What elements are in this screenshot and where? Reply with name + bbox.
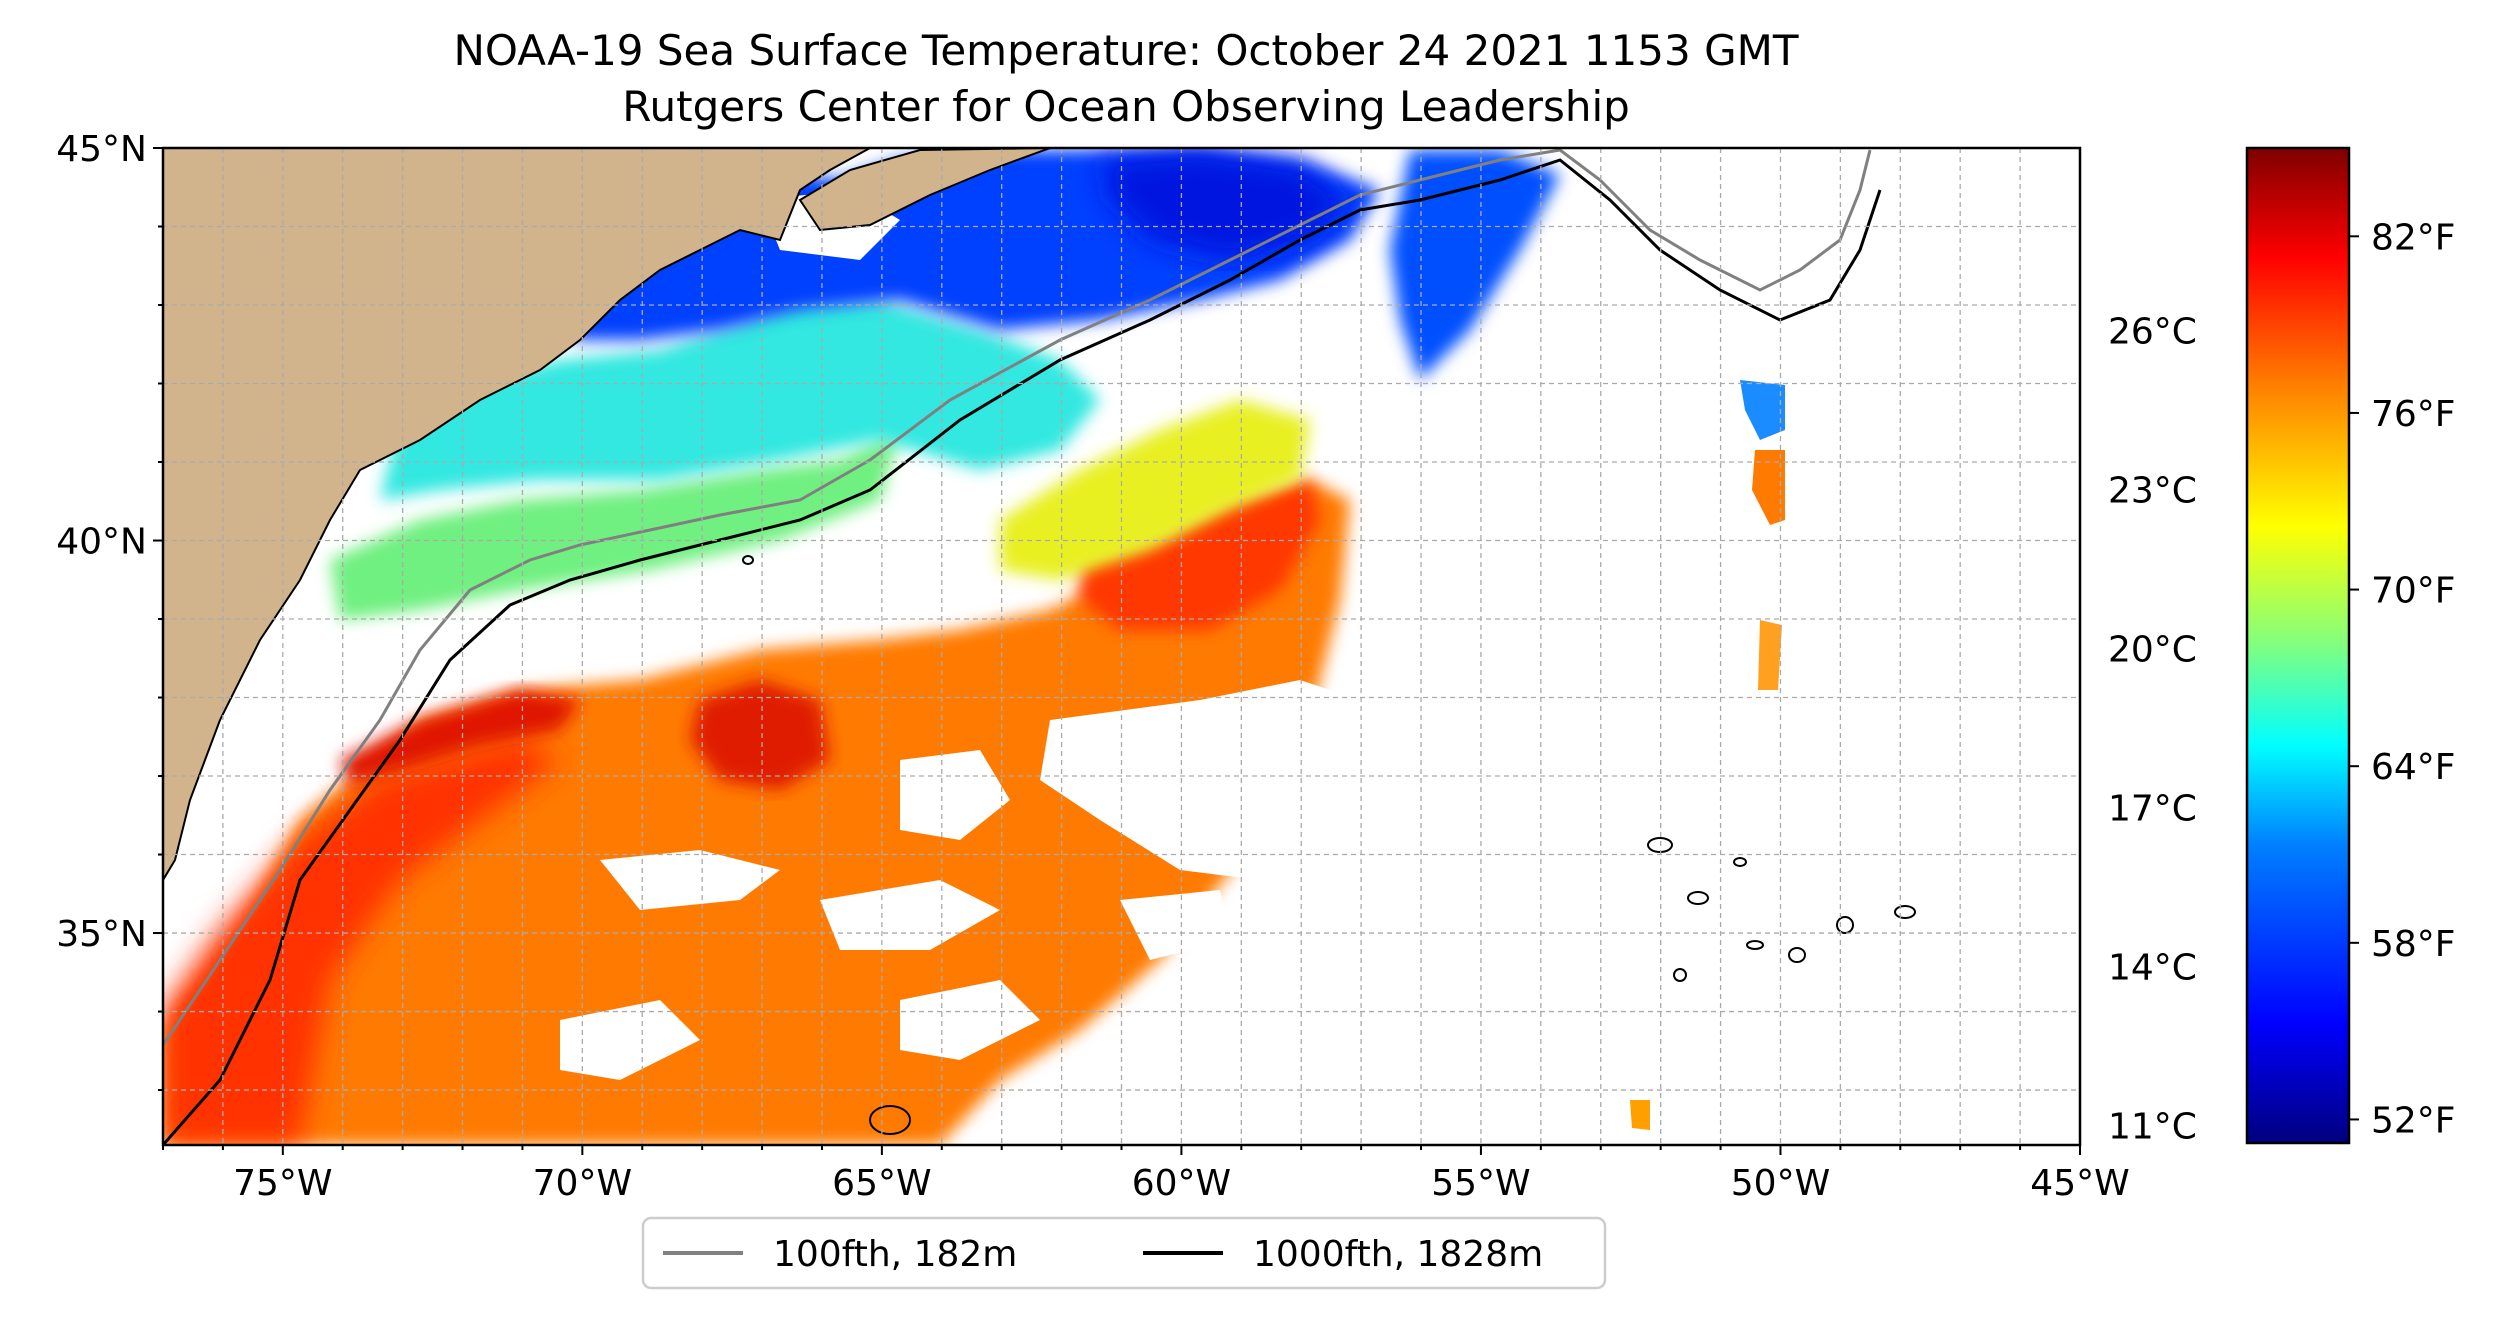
- sst-yellow-band: [1000, 400, 1310, 580]
- colorbar: [2245, 146, 2351, 1145]
- island: [1746, 940, 1764, 950]
- colorbar-f-label: 70°F: [2371, 571, 2456, 612]
- colorbar-c-label: 23°C: [2108, 470, 2197, 511]
- island: [1894, 905, 1916, 919]
- isobath-100fth: [163, 148, 1872, 1046]
- sst-red-eddy: [1080, 480, 1320, 630]
- cloud-gap: [1040, 680, 1360, 880]
- sst-east-patch-3: [1758, 620, 1782, 690]
- map-grid: [163, 148, 2080, 1145]
- cloud-gap: [1120, 890, 1230, 960]
- sst-red-patch: [690, 680, 830, 790]
- colorbar-f-label: 58°F: [2371, 924, 2456, 965]
- colorbar-celsius-axis: 26°C 23°C 20°C 17°C 14°C 11°C: [2108, 312, 2197, 1148]
- legend: 100fth, 182m 1000fth, 1828m: [641, 1216, 1607, 1290]
- colorbar-f-label: 52°F: [2371, 1100, 2456, 1141]
- cloud-mask: [420, 190, 1360, 1080]
- island: [1687, 891, 1709, 905]
- map-plot-area: [163, 148, 2080, 1145]
- x-tick-label: 55°W: [1431, 1163, 1530, 1204]
- sst-green-coast: [330, 430, 900, 620]
- colorbar-c-label: 26°C: [2108, 312, 2197, 353]
- sst-red-band: [340, 690, 580, 785]
- island: [1673, 968, 1687, 982]
- y-tick-label: 35°N: [56, 914, 147, 955]
- x-tick-label: 70°W: [533, 1163, 632, 1204]
- sst-east-patch-1: [1740, 380, 1785, 440]
- cloud-gap: [600, 850, 780, 910]
- islands: [742, 555, 1916, 1135]
- colorbar-f-label: 64°F: [2371, 747, 2456, 788]
- colorbar-c-label: 14°C: [2108, 947, 2197, 988]
- island: [1836, 916, 1854, 934]
- land-north-america: [163, 148, 871, 882]
- island: [1788, 947, 1806, 963]
- cloud-gap: [560, 1000, 700, 1080]
- map-subtitle: Rutgers Center for Ocean Observing Leade…: [622, 82, 1630, 131]
- cloud-gap: [420, 610, 620, 670]
- sst-warm-region: [163, 480, 1350, 1145]
- island: [1733, 857, 1747, 867]
- x-tick-label: 45°W: [2030, 1163, 2129, 1204]
- island: [742, 555, 754, 565]
- sst-cold-northeast: [1390, 150, 1560, 380]
- x-tick-label: 75°W: [233, 1163, 332, 1204]
- y-tick-label: 40°N: [56, 522, 147, 563]
- x-tick-label: 50°W: [1731, 1163, 1830, 1204]
- sst-east-patch-2: [1752, 450, 1785, 525]
- latitude-axis: 45°N 40°N 35°N: [56, 129, 163, 1092]
- cloud-gap: [900, 750, 1010, 840]
- sst-south-patch: [1630, 1100, 1650, 1130]
- sst-warm-gulfstream-core: [163, 740, 560, 1145]
- island: [1647, 837, 1673, 853]
- legend-label-100fth: 100fth, 182m: [773, 1234, 1017, 1275]
- longitude-axis: 75°W 70°W 65°W 60°W 55°W 50°W 45°W: [162, 1145, 2130, 1204]
- map-title: NOAA-19 Sea Surface Temperature: October…: [453, 26, 1799, 75]
- legend-label-1000fth: 1000fth, 1828m: [1253, 1234, 1543, 1275]
- cloud-gap: [900, 980, 1040, 1060]
- colorbar-f-label: 76°F: [2371, 394, 2456, 435]
- colorbar-f-label: 82°F: [2371, 217, 2456, 258]
- x-tick-label: 60°W: [1132, 1163, 1231, 1204]
- y-tick-label: 45°N: [56, 129, 147, 170]
- colorbar-c-label: 20°C: [2108, 629, 2197, 670]
- colorbar-fahrenheit-axis: 82°F 76°F 70°F 64°F 58°F 52°F: [2349, 217, 2456, 1141]
- colorbar-c-label: 11°C: [2108, 1106, 2197, 1147]
- island: [869, 1105, 911, 1135]
- land-nova-scotia: [798, 148, 1051, 232]
- cloud-gap: [1250, 320, 1310, 370]
- colorbar-c-label: 17°C: [2108, 788, 2197, 829]
- x-tick-label: 65°W: [832, 1163, 931, 1204]
- legend-frame: [641, 1216, 1607, 1290]
- isobath-1000fth: [163, 158, 1882, 1145]
